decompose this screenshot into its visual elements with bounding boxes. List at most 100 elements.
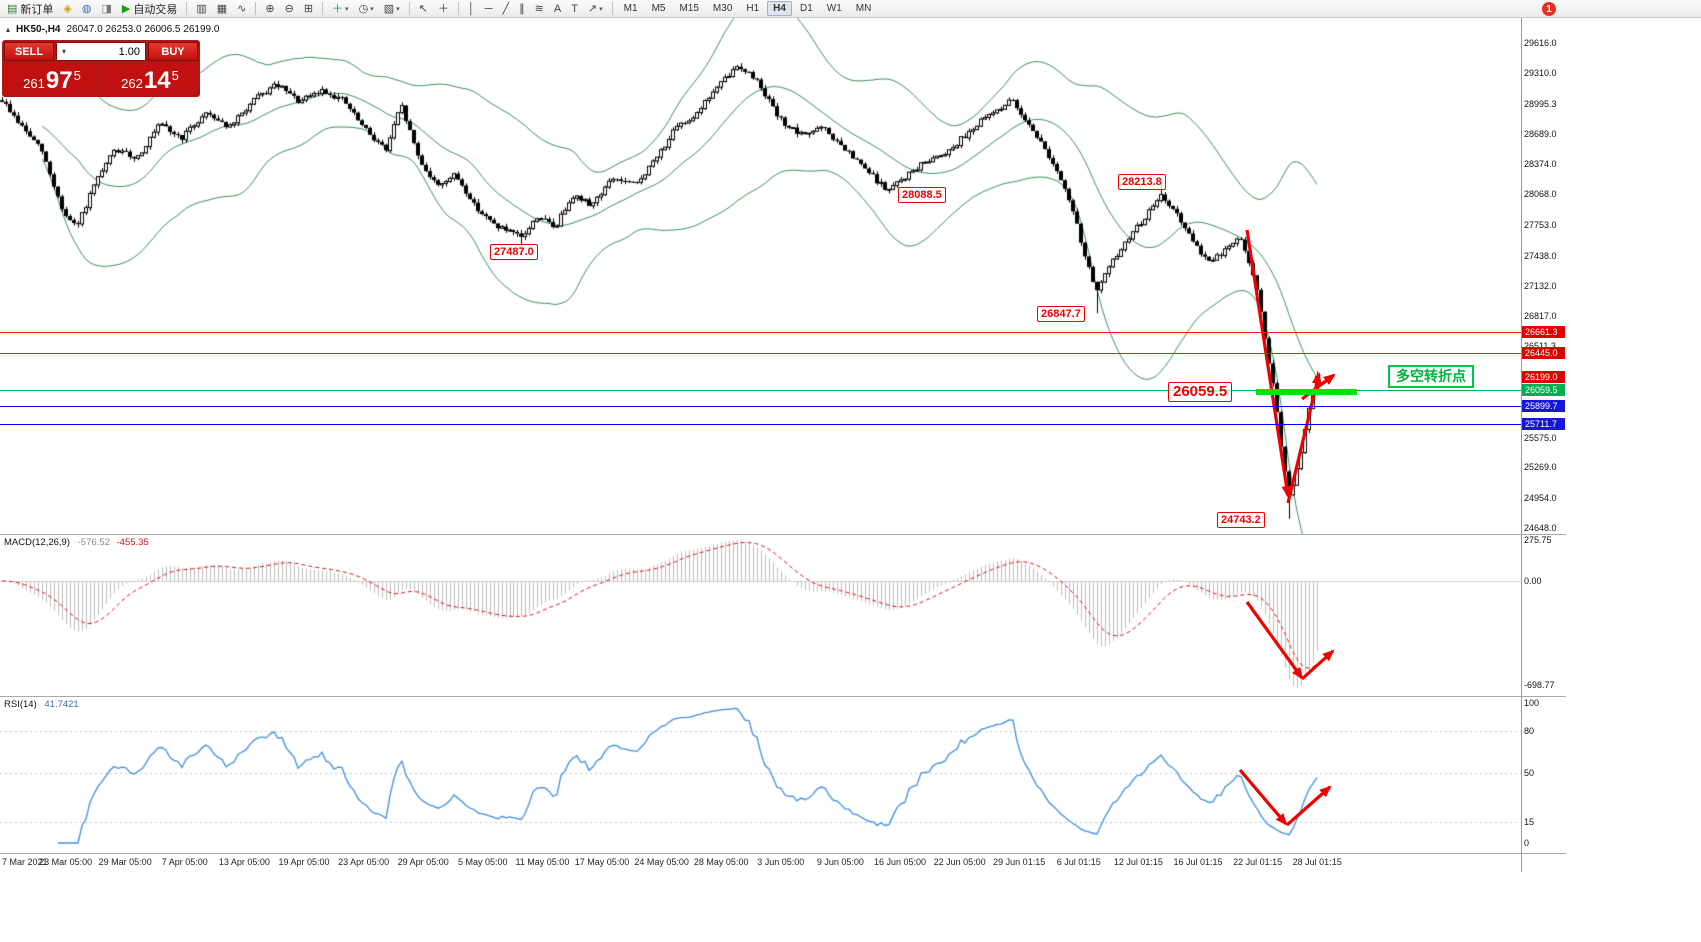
- timeframe-m30-button[interactable]: M30: [712, 3, 733, 14]
- tile-windows-icon: ⊞: [303, 2, 314, 15]
- vertical-line-button[interactable]: │: [464, 1, 479, 17]
- channel-icon: ∥: [519, 2, 525, 15]
- macd-indicator-label: MACD(12,26,9) -576.52 -455.35: [4, 537, 149, 548]
- time-axis[interactable]: [0, 854, 1566, 872]
- toolbar: ▤ 新订单 ◈ ◍ ◨ ▶ 自动交易 ▥ ▦ ∿ ⊕ ⊖ ⊞ ＋ ▾ ◷ ▾ ▧ ▾ ↖ ＋ │ ─ ╱ ∥ ≋ A T ↗ ▾ M1 M5 M…: [0, 0, 1701, 18]
- rsi-indicator-canvas[interactable]: [0, 697, 1521, 853]
- toolbar-separator: [457, 2, 459, 15]
- fibonacci-icon: ≋: [534, 2, 544, 15]
- buy-button[interactable]: BUY: [148, 42, 198, 61]
- crosshair-icon: ＋: [437, 2, 449, 15]
- toolbar-items: ▤ 新订单 ◈ ◍ ◨ ▶ 自动交易 ▥ ▦ ∿ ⊕ ⊖ ⊞ ＋ ▾ ◷ ▾ ▧ ▾ ↖ ＋ │ ─ ╱ ∥ ≋ A T ↗ ▾ M1 M5 M…: [2, 0, 878, 17]
- price-axis[interactable]: [1522, 18, 1566, 872]
- trendline-icon: ╱: [502, 2, 510, 15]
- timeframe-h4-button[interactable]: H4: [767, 1, 792, 16]
- sell-price[interactable]: 261 97 5: [4, 63, 100, 95]
- buy-price[interactable]: 262 14 5: [102, 63, 198, 95]
- chart-title: ▴ HK50-,H4 26047.0 26253.0 26006.5 26199…: [6, 24, 219, 35]
- one-click-trading-panel: SELL ▾ 1.00 BUY 261 97 5 262 14 5: [2, 40, 200, 97]
- bars-chart-icon: ▥: [196, 2, 207, 15]
- rsi-name: RSI(14): [4, 699, 37, 710]
- cursor-icon: ↖: [418, 2, 428, 15]
- arrows-button[interactable]: ↗ ▾: [584, 1, 607, 17]
- data-window-button[interactable]: ◨: [97, 1, 115, 17]
- panel-splitter[interactable]: [0, 534, 1566, 535]
- axis-border: [1521, 18, 1522, 872]
- new-order-icon: ▤: [7, 2, 18, 15]
- timeframe-d1-button[interactable]: D1: [799, 3, 813, 14]
- toolbar-separator: [186, 2, 188, 15]
- zoom-in-button[interactable]: ⊕: [261, 1, 278, 17]
- timeframe-m1-button[interactable]: M1: [623, 3, 638, 14]
- volume-value: 1.00: [118, 45, 140, 58]
- dropdown-caret-icon: ▾: [370, 5, 374, 13]
- volume-dropdown-icon[interactable]: ▾: [62, 47, 67, 56]
- chart-symbol-label: HK50-,H4: [16, 24, 61, 35]
- toolbar-separator: [408, 2, 410, 15]
- zoom-out-icon: ⊖: [284, 2, 294, 15]
- macd-indicator-canvas[interactable]: [0, 535, 1521, 696]
- toolbar-separator: [322, 2, 324, 15]
- toolbar-separator: [611, 2, 613, 15]
- sell-price-prefix: 261: [23, 76, 45, 91]
- line-chart-icon: ∿: [237, 2, 247, 15]
- timeframe-w1-button[interactable]: W1: [826, 3, 842, 14]
- vertical-line-icon: │: [467, 2, 475, 15]
- timeframe-h1-button[interactable]: H1: [746, 3, 760, 14]
- price-chart-canvas[interactable]: [0, 18, 1521, 534]
- candlestick-chart-button[interactable]: ▦: [213, 1, 231, 17]
- indicators-icon: ＋: [332, 2, 344, 15]
- buy-price-big: 14: [143, 67, 171, 94]
- trendline-button[interactable]: ╱: [499, 1, 514, 17]
- panel-splitter[interactable]: [0, 853, 1566, 854]
- tile-windows-button[interactable]: ⊞: [300, 1, 317, 17]
- channel-button[interactable]: ∥: [515, 1, 529, 17]
- text-button[interactable]: A: [550, 1, 565, 17]
- crosshair-button[interactable]: ＋: [434, 1, 453, 17]
- templates-button[interactable]: ▧ ▾: [380, 1, 404, 17]
- dropdown-caret-icon: ▾: [396, 5, 400, 13]
- horizontal-line-icon: ─: [484, 2, 493, 15]
- toolbar-separator: [255, 2, 257, 15]
- bars-chart-button[interactable]: ▥: [192, 1, 210, 17]
- one-click-collapse-icon[interactable]: ▴: [6, 25, 11, 34]
- indicators-button[interactable]: ＋ ▾: [328, 1, 353, 17]
- zoom-out-button[interactable]: ⊖: [281, 1, 298, 17]
- auto-trading-button[interactable]: ▶ 自动交易: [118, 1, 181, 17]
- arrows-icon: ↗: [587, 2, 598, 15]
- sell-price-sup: 5: [73, 68, 81, 83]
- line-chart-button[interactable]: ∿: [233, 1, 250, 17]
- market-watch-icon: ◍: [81, 2, 92, 15]
- timeframe-mn-button[interactable]: MN: [855, 3, 872, 14]
- macd-main-value: -576.52: [77, 537, 110, 548]
- buy-price-prefix: 262: [121, 76, 143, 91]
- volume-input[interactable]: ▾ 1.00: [56, 42, 146, 61]
- macd-signal-value: -455.35: [116, 537, 149, 548]
- text-icon: A: [553, 2, 562, 15]
- dropdown-caret-icon: ▾: [599, 5, 603, 13]
- templates-icon: ▧: [383, 2, 395, 15]
- new-order-button[interactable]: ▤ 新订单: [3, 1, 57, 17]
- horizontal-line-button[interactable]: ─: [481, 1, 497, 17]
- fibonacci-button[interactable]: ≋: [531, 1, 548, 17]
- sell-price-big: 97: [45, 67, 73, 94]
- notification-badge[interactable]: 1: [1542, 2, 1556, 16]
- cursor-button[interactable]: ↖: [415, 1, 432, 17]
- timeframe-m15-button[interactable]: M15: [679, 3, 699, 14]
- chart-window-icon: ◈: [63, 2, 72, 15]
- label-button[interactable]: T: [567, 1, 582, 17]
- timeframe-m5-button[interactable]: M5: [651, 3, 666, 14]
- auto-trading-button-label: 自动交易: [133, 3, 178, 16]
- new-order-button-label: 新订单: [20, 3, 54, 16]
- buy-price-sup: 5: [171, 68, 179, 83]
- label-icon: T: [571, 2, 578, 15]
- periods-button[interactable]: ◷ ▾: [355, 1, 378, 17]
- sell-button[interactable]: SELL: [4, 42, 54, 61]
- panel-splitter[interactable]: [0, 696, 1566, 697]
- chart-window-button[interactable]: ◈: [59, 1, 75, 17]
- rsi-value: 41.7421: [44, 699, 79, 710]
- zoom-in-icon: ⊕: [265, 2, 275, 15]
- dropdown-caret-icon: ▾: [345, 5, 349, 13]
- market-watch-button[interactable]: ◍: [78, 1, 96, 17]
